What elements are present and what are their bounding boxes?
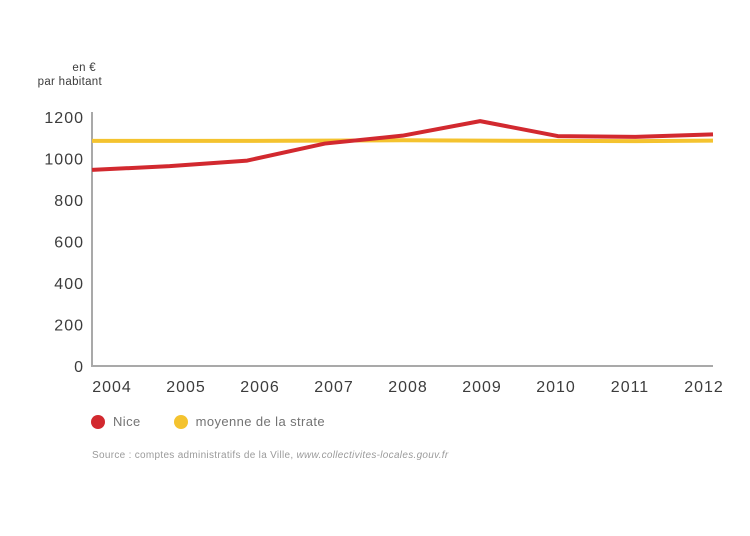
- series-line-nice: [91, 119, 714, 172]
- legend-label-nice: Nice: [113, 414, 141, 429]
- legend-dot-moyenne-icon: [173, 414, 188, 429]
- y-tick-label: 1200: [44, 110, 84, 127]
- x-tick-label: 2006: [240, 379, 280, 396]
- y-tick-label: 600: [54, 235, 84, 252]
- y-tick-label: 200: [54, 318, 84, 335]
- x-tick-label: 2012: [684, 379, 724, 396]
- x-tick-label: 2011: [611, 379, 649, 396]
- source-text: Source : comptes administratifs de la Vi…: [92, 450, 297, 461]
- series-line-moyenne-de-la-strate: [92, 138, 714, 144]
- y-tick-label: 400: [54, 276, 84, 293]
- y-tick-label: 0: [74, 359, 84, 376]
- x-tick-label: 2008: [388, 379, 428, 396]
- x-tick-label: 2009: [462, 379, 502, 396]
- source-caption: Source : comptes administratifs de la Vi…: [92, 450, 449, 461]
- x-tick-label: 2005: [166, 379, 206, 396]
- source-url-text: www.collectivites-locales.gouv.fr: [296, 450, 449, 461]
- y-axis-unit-label: en € par habitant: [28, 61, 102, 89]
- unit-label-line1: en €: [72, 62, 96, 74]
- x-tick-label: 2004: [92, 379, 132, 396]
- x-tick-label: 2010: [536, 379, 576, 396]
- legend-item-moyenne-de-la-strate: moyenne de la strate: [173, 414, 326, 429]
- x-tick-label: 2007: [314, 379, 354, 396]
- legend-item-nice: Nice: [91, 414, 141, 429]
- legend-label-moyenne: moyenne de la strate: [195, 414, 326, 429]
- legend-dot-nice-icon: [91, 414, 105, 429]
- unit-label-line2: par habitant: [37, 76, 102, 88]
- chart-legend: Nice moyenne de la strate: [91, 414, 325, 429]
- y-tick-label: 800: [54, 193, 84, 210]
- y-tick-label: 1000: [44, 152, 84, 169]
